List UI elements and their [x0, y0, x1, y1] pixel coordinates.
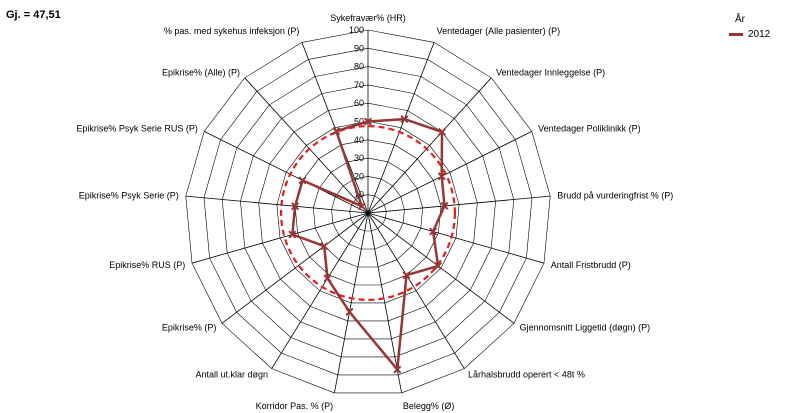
- tick-label: 30: [354, 153, 364, 163]
- category-label: Sykefravær% (HR): [330, 13, 406, 23]
- tick-label: 100: [349, 25, 364, 35]
- axis-spoke: [367, 195, 551, 214]
- legend-item: 2012: [729, 29, 770, 40]
- average-ring: [280, 124, 457, 302]
- grid-ring: [258, 102, 478, 322]
- category-label: Gjennomsnitt Liggetid (døgn) (P): [520, 323, 651, 333]
- data-point-marker: [363, 117, 373, 126]
- legend-title: År: [735, 14, 745, 25]
- category-labels: Sykefravær% (HR) Ventedager (Alle pasient…: [76, 13, 673, 411]
- legend-swatch: [729, 33, 743, 36]
- data-point-marker: [434, 261, 443, 270]
- axis-spoke: [191, 212, 369, 264]
- tick-label: 20: [354, 171, 364, 181]
- data-point-marker: [298, 176, 307, 185]
- axis-spoke: [367, 212, 465, 369]
- grid-ring: [221, 66, 515, 358]
- grid-ring: [276, 121, 460, 304]
- axis-spoke: [185, 195, 369, 214]
- grid-ring: [349, 194, 387, 232]
- category-label: Ventedager (Alle pasienter) (P): [437, 26, 561, 36]
- data-point-marker: [437, 172, 446, 181]
- data-point-marker: [429, 227, 438, 236]
- legend: År 2012: [729, 14, 770, 40]
- axis-spoke: [367, 131, 532, 214]
- data-point-marker: [345, 307, 354, 316]
- category-label: Lårhalsbrudd operert < 48t %: [468, 370, 585, 380]
- axis-spoke: [244, 77, 369, 214]
- data-point-marker: [437, 127, 447, 136]
- series-group: [288, 115, 449, 374]
- grid-ring: [240, 84, 496, 340]
- category-label: Epikrise% RUS (P): [109, 260, 185, 270]
- data-point-marker: [400, 115, 409, 124]
- radar-axes: [185, 30, 551, 393]
- data-point-marker: [291, 202, 300, 211]
- axis-spoke: [221, 212, 369, 324]
- tick-label: 80: [354, 62, 364, 72]
- data-point-marker: [402, 271, 411, 280]
- tick-label: 40: [354, 135, 364, 145]
- data-point-marker: [393, 365, 402, 374]
- data-point-marker: [357, 202, 366, 211]
- category-label: Ventedager Innleggelse (P): [496, 68, 605, 78]
- data-point-marker: [323, 274, 332, 283]
- axis-spoke: [367, 77, 492, 214]
- category-label: Belegg% (Ø): [403, 401, 455, 411]
- category-label: Korridor Pas. % (P): [256, 401, 334, 411]
- axis-spoke: [367, 212, 402, 393]
- tick-label: 70: [354, 80, 364, 90]
- axis-spoke: [301, 42, 369, 214]
- axis-spoke: [334, 212, 369, 393]
- category-label: % pas. med sykehus infeksjon (P): [164, 26, 300, 36]
- data-point-marker: [288, 230, 297, 239]
- axis-spoke: [271, 212, 369, 369]
- category-label: Epikrise% (Alle) (P): [162, 68, 240, 78]
- category-label: Epikrise% Psyk Serie RUS (P): [76, 123, 198, 133]
- grid-ring: [185, 29, 551, 394]
- category-label: Epikrise% (P): [162, 323, 217, 333]
- category-label: Ventedager Poliklinikk (P): [538, 123, 641, 133]
- average-label: Gj. = 47,51: [6, 9, 61, 21]
- grid-ring: [312, 157, 424, 268]
- tick-label: 60: [354, 98, 364, 108]
- data-point-marker: [332, 127, 341, 136]
- category-label: Antall ut.klar døgn: [195, 370, 268, 380]
- data-point-marker: [440, 201, 449, 210]
- category-label: Epikrise% Psyk Serie (P): [79, 191, 179, 201]
- axis-spoke: [367, 42, 435, 214]
- grid-ring: [203, 47, 533, 376]
- category-label: Antall Fristbrudd (P): [551, 260, 631, 270]
- data-point-marker: [320, 242, 329, 251]
- legend-series-label: 2012: [748, 29, 771, 40]
- category-label: Brudd på vurderingfrist % (P): [557, 191, 673, 201]
- tick-label: 90: [354, 43, 364, 53]
- tick-label: 50: [354, 117, 364, 127]
- axis-spoke: [367, 212, 545, 264]
- average-ring-group: [280, 124, 457, 302]
- axis-spoke: [204, 131, 369, 214]
- series-line: [291, 117, 446, 371]
